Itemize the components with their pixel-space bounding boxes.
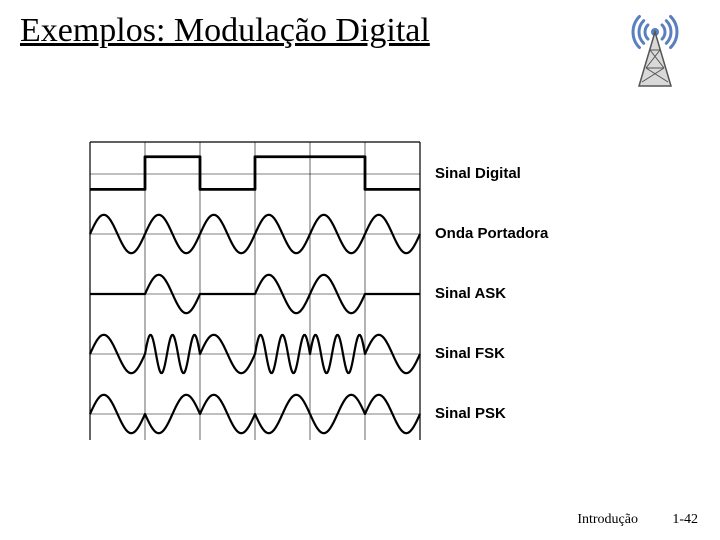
footer-section: Introdução xyxy=(577,512,638,528)
wave-label-carrier: Onda Portadora xyxy=(435,225,548,242)
wave-label-ask: Sinal ASK xyxy=(435,285,506,302)
wave-label-fsk: Sinal FSK xyxy=(435,345,505,362)
wave-label-psk: Sinal PSK xyxy=(435,405,506,422)
modulation-diagram: Sinal Digital Onda Portadora Sinal ASK Sina… xyxy=(90,140,620,465)
slide-title: Exemplos: Modulação Digital xyxy=(20,12,430,50)
footer-page: 1-42 xyxy=(672,512,698,528)
broadcast-tower-icon xyxy=(616,10,694,95)
wave-label-digital: Sinal Digital xyxy=(435,165,521,182)
